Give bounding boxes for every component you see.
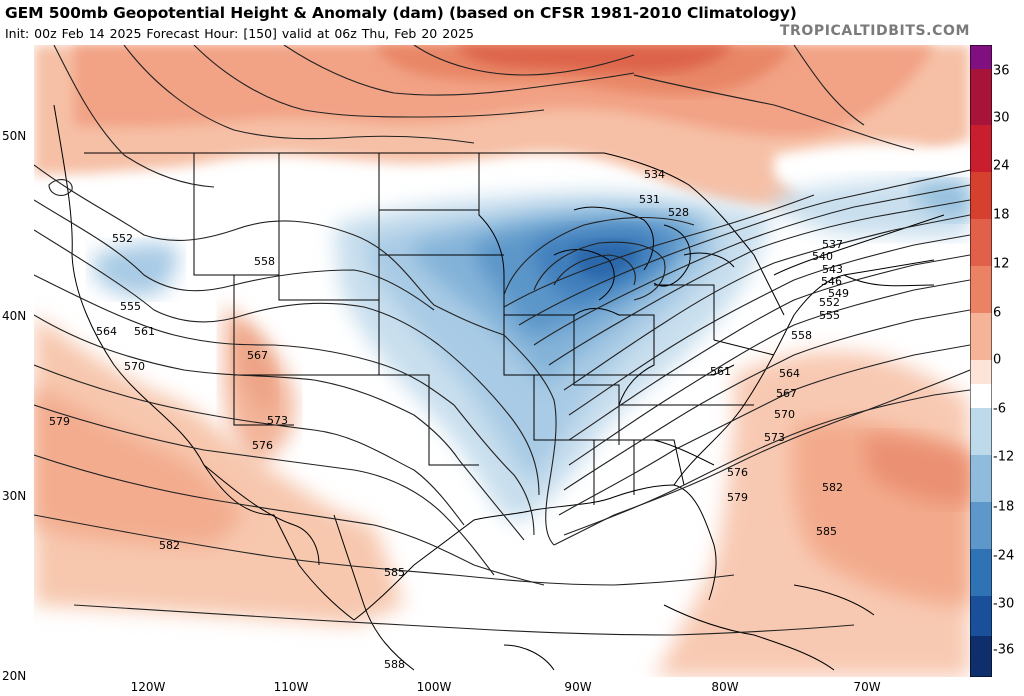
contour-label: 576 (727, 466, 748, 479)
contour-label: 534 (644, 168, 665, 181)
colorbar-label: 30 (993, 110, 1010, 126)
contour-label: 576 (252, 439, 273, 452)
contour-label: 585 (816, 525, 837, 538)
contour-label: 558 (791, 329, 812, 342)
contour-label: 555 (819, 309, 840, 322)
contour-label: 570 (124, 360, 145, 373)
contour-label: 558 (254, 255, 275, 268)
lon-label: 100W (416, 680, 452, 694)
lon-label: 120W (130, 680, 166, 694)
lat-label: 50N (2, 129, 27, 143)
map-title: GEM 500mb Geopotential Height & Anomaly … (5, 4, 797, 22)
contour-label: 579 (49, 415, 70, 428)
colorbar-label: 18 (993, 207, 1010, 223)
contour-label: 531 (639, 193, 660, 206)
lon-label: 90W (564, 680, 592, 694)
colorbar-label: 12 (993, 256, 1010, 272)
anomaly-colorbar (970, 45, 992, 677)
lon-label: 110W (273, 680, 309, 694)
source-credit: TROPICALTIDBITS.COM (779, 23, 970, 39)
contour-label: 582 (159, 539, 180, 552)
forecast-info: Init: 00z Feb 14 2025 Forecast Hour: [15… (5, 26, 475, 41)
lat-label: 40N (2, 309, 27, 323)
contour-label: 573 (764, 431, 785, 444)
colorbar-label: 0 (993, 352, 1002, 368)
contour-label: 564 (96, 325, 117, 338)
colorbar-label: 6 (993, 305, 1002, 321)
lon-label: 80W (711, 680, 739, 694)
height-contours (34, 45, 970, 636)
colorbar-label: -24 (993, 548, 1015, 564)
contour-labels: 552 555 561 564 558 567 570 573 576 579 … (49, 168, 849, 671)
contour-label: 561 (134, 325, 155, 338)
contour-label: 573 (267, 414, 288, 427)
contour-label: 582 (822, 481, 843, 494)
coastlines-and-borders (53, 104, 945, 671)
colorbar-label: 24 (993, 158, 1010, 174)
contour-label: 552 (112, 232, 133, 245)
contour-label: 555 (120, 300, 141, 313)
contour-label: 567 (247, 349, 268, 362)
contour-label: 549 (828, 287, 849, 300)
colorbar-label: -6 (993, 401, 1006, 417)
colorbar-label: 36 (993, 63, 1010, 79)
lat-label: 30N (2, 489, 27, 503)
contour-label: 546 (821, 275, 842, 288)
contour-label: 552 (819, 296, 840, 309)
contour-label: 585 (384, 566, 405, 579)
contour-label: 543 (822, 263, 843, 276)
contour-label: 567 (776, 387, 797, 400)
colorbar-label: -30 (993, 596, 1015, 612)
contour-label: 561 (710, 365, 731, 378)
contour-label: 588 (384, 658, 405, 671)
lat-label: 20N (2, 669, 27, 683)
contour-label: 579 (727, 491, 748, 504)
contour-label: 528 (668, 206, 689, 219)
colorbar-label: -18 (993, 499, 1015, 515)
height-anomaly-map: 552 555 561 564 558 567 570 573 576 579 … (34, 45, 970, 677)
contour-label: 564 (779, 367, 800, 380)
contour-label: 570 (774, 408, 795, 421)
contour-label: 537 (822, 238, 843, 251)
lon-label: 70W (853, 680, 881, 694)
contour-label: 540 (812, 250, 833, 263)
colorbar-label: -12 (993, 449, 1015, 465)
colorbar-label: -36 (993, 642, 1015, 658)
